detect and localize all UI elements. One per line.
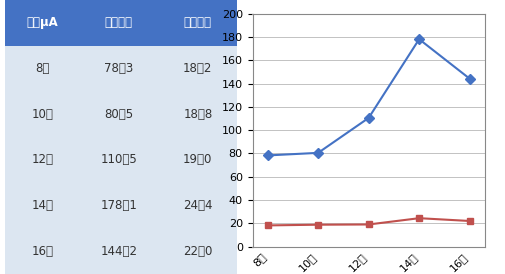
- FancyBboxPatch shape: [159, 228, 237, 274]
- ホロ電池: [265, 154, 271, 157]
- Text: 太陽電池: 太陽電池: [184, 16, 212, 29]
- Text: ホロ電池: ホロ電池: [105, 16, 133, 29]
- FancyBboxPatch shape: [79, 137, 159, 183]
- FancyBboxPatch shape: [5, 183, 79, 228]
- FancyBboxPatch shape: [159, 137, 237, 183]
- FancyBboxPatch shape: [5, 46, 79, 91]
- Text: 110．5: 110．5: [100, 153, 137, 166]
- FancyBboxPatch shape: [5, 228, 79, 274]
- Text: 16時: 16時: [31, 245, 53, 258]
- ホロ電池: [366, 116, 372, 119]
- Text: 18．8: 18．8: [183, 108, 213, 121]
- Text: 80．5: 80．5: [105, 108, 133, 121]
- ホロ電池: [467, 77, 473, 80]
- Text: 14時: 14時: [31, 199, 53, 212]
- Text: 178．1: 178．1: [100, 199, 137, 212]
- Text: 144．2: 144．2: [100, 245, 137, 258]
- Text: 24．4: 24．4: [183, 199, 213, 212]
- FancyBboxPatch shape: [5, 0, 79, 46]
- ホロ電池: [416, 38, 422, 41]
- FancyBboxPatch shape: [79, 228, 159, 274]
- Text: 18．2: 18．2: [183, 62, 213, 75]
- FancyBboxPatch shape: [5, 91, 79, 137]
- 太陽電池: [315, 223, 321, 226]
- ホロ電池: [315, 151, 321, 155]
- 太陽電池: [366, 223, 372, 226]
- 太陽電池: [467, 219, 473, 222]
- Text: 12時: 12時: [31, 153, 53, 166]
- Text: 78．3: 78．3: [104, 62, 133, 75]
- FancyBboxPatch shape: [159, 0, 237, 46]
- Text: 10時: 10時: [31, 108, 53, 121]
- Text: 19．0: 19．0: [183, 153, 213, 166]
- Text: 単位μA: 単位μA: [26, 16, 58, 29]
- FancyBboxPatch shape: [159, 91, 237, 137]
- Text: 8時: 8時: [35, 62, 49, 75]
- FancyBboxPatch shape: [159, 46, 237, 91]
- FancyBboxPatch shape: [79, 0, 159, 46]
- FancyBboxPatch shape: [5, 137, 79, 183]
- FancyBboxPatch shape: [79, 91, 159, 137]
- FancyBboxPatch shape: [79, 46, 159, 91]
- Text: 22．0: 22．0: [183, 245, 213, 258]
- FancyBboxPatch shape: [79, 183, 159, 228]
- 太陽電池: [416, 216, 422, 220]
- Line: ホロ電池: ホロ電池: [264, 36, 473, 159]
- FancyBboxPatch shape: [159, 183, 237, 228]
- Line: 太陽電池: 太陽電池: [264, 215, 473, 229]
- 太陽電池: [265, 224, 271, 227]
